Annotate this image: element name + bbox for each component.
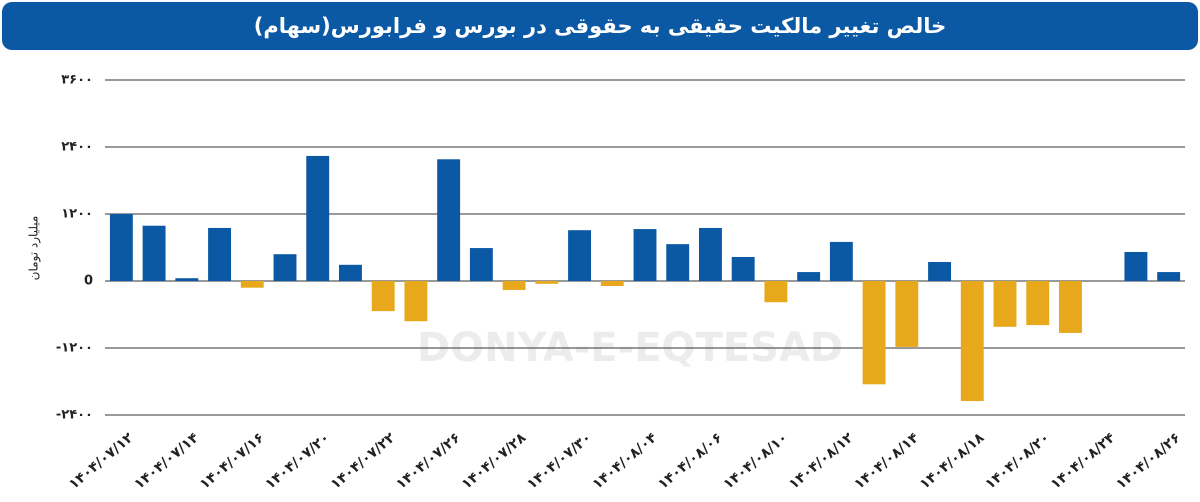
y-tick-label: -۱۲۰۰: [56, 341, 93, 356]
bar: [764, 281, 788, 303]
bar: [208, 227, 231, 281]
bar: [568, 230, 591, 281]
bar: [404, 281, 428, 322]
bar: [142, 225, 166, 281]
bar: [469, 248, 493, 281]
bar: [240, 281, 264, 288]
bar: [731, 256, 755, 281]
bar: [699, 227, 722, 281]
bar: [895, 281, 919, 347]
bar: [1026, 281, 1050, 326]
bar: [928, 262, 951, 281]
y-tick-label: ۲۴۰۰: [61, 140, 93, 155]
bar: [1059, 281, 1082, 333]
y-tick-label: -۲۴۰۰: [56, 408, 93, 423]
y-tick-label: ۱۲۰۰: [61, 207, 93, 222]
bar: [175, 278, 199, 281]
bar: [535, 281, 559, 284]
bar: [371, 281, 395, 312]
y-axis-label: میلیارد تومان: [27, 216, 42, 281]
bar: [1157, 272, 1181, 281]
bar: [109, 214, 133, 281]
bar: [437, 159, 461, 281]
bar: [797, 272, 821, 281]
bar: [306, 155, 330, 281]
bar: [960, 281, 984, 402]
bar: [993, 281, 1017, 327]
y-tick-label: ۳۶۰۰: [61, 73, 93, 88]
bar: [1124, 251, 1148, 281]
chart-title: خالص تغییر مالکیت حقیقی به حقوقی در بورس…: [254, 14, 946, 38]
bar: [502, 281, 526, 290]
bar: [273, 254, 297, 281]
bar: [862, 281, 886, 385]
y-tick-label: 0: [84, 274, 93, 289]
bar: [339, 264, 362, 281]
bar: [829, 241, 853, 281]
bar: [600, 281, 624, 287]
title-band: [2, 2, 1198, 50]
bar: [633, 229, 657, 281]
bar: [666, 244, 690, 281]
